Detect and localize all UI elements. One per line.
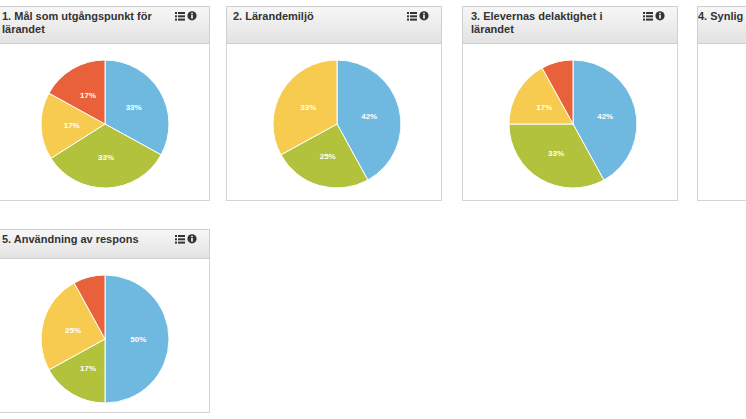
pie-labels: 50% 17% 25% <box>65 326 146 373</box>
chart-title: 2. Lärandemiljö <box>233 10 314 22</box>
info-icon-dot <box>659 13 661 15</box>
pie <box>41 275 169 403</box>
list-icon-bar <box>410 19 417 21</box>
panel-header <box>698 7 746 44</box>
chart-title: 5. Användning av respons <box>2 233 139 245</box>
pie-slice <box>273 60 337 155</box>
pie-slice <box>49 60 105 124</box>
list-icon-dot <box>175 235 177 237</box>
chart-panel: 5. Användning av respons 50% 17% 25% <box>0 230 210 413</box>
chart-title: 3. Elevernas delaktighet ilärandet <box>471 10 602 35</box>
chart-panel: 3. Elevernas delaktighet ilärandet 42% 33%… <box>463 7 678 201</box>
data-label: 17% <box>80 91 96 100</box>
pie-labels: 33% 33% 17% 17% <box>64 91 142 162</box>
info-icon-stem <box>423 15 425 19</box>
data-label: 17% <box>536 103 552 112</box>
pie <box>509 60 637 188</box>
pie-slice <box>542 60 573 124</box>
panel-header <box>227 7 442 44</box>
info-icon <box>187 234 196 243</box>
chart-panel: 2. Lärandemiljö 42% 25% 33% <box>227 7 442 201</box>
pie-labels: 42% 33% 17% <box>536 103 613 158</box>
panel-header <box>0 7 210 44</box>
chart-title: 1. Mål som utgångspunkt förlärandet <box>2 10 152 35</box>
list-icon-bar <box>178 238 185 240</box>
panel-icons[interactable] <box>643 11 665 20</box>
pie <box>41 60 169 188</box>
list-icon-bar <box>646 19 653 21</box>
chart-panel: 1. Mål som utgångspunkt förlärandet33%33… <box>0 7 210 201</box>
list-icon-bar <box>410 15 417 17</box>
panel-body <box>463 7 678 201</box>
list-icon-bar <box>646 15 653 17</box>
panel-icons[interactable] <box>175 11 197 20</box>
list-icon-dot <box>407 15 409 17</box>
panel-icons[interactable] <box>407 11 429 20</box>
list-icon-bar <box>178 19 185 21</box>
list-icon-bar <box>178 12 185 14</box>
panel-body <box>227 7 442 201</box>
info-icon-stem <box>191 15 193 19</box>
panel-body <box>0 7 210 201</box>
info-icon-stem <box>659 15 661 19</box>
panel-header <box>0 230 210 259</box>
list-icon-dot <box>407 19 409 21</box>
list-icon-bar <box>178 242 185 244</box>
info-icon-dot <box>191 236 193 238</box>
data-label: 25% <box>320 152 336 161</box>
list-icon-dot <box>643 19 645 21</box>
list-icon-dot <box>175 15 177 17</box>
panel-body <box>0 230 210 413</box>
list-icon-bar <box>410 12 417 14</box>
data-label: 17% <box>80 364 96 373</box>
list-icon-dot <box>643 12 645 14</box>
data-label: 50% <box>130 335 146 344</box>
info-icon <box>187 11 196 20</box>
info-icon-dot <box>423 13 425 15</box>
panel-body <box>698 7 746 201</box>
data-label: 17% <box>64 121 80 130</box>
data-label: 42% <box>597 112 613 121</box>
data-label: 42% <box>361 112 377 121</box>
chart-title: 4. Synlig <box>698 10 743 22</box>
list-icon-bar <box>646 12 653 14</box>
data-label: 33% <box>98 153 114 162</box>
list-icon-dot <box>175 19 177 21</box>
list-icon-dot <box>175 238 177 240</box>
data-label: 33% <box>548 149 564 158</box>
data-label: 33% <box>126 103 142 112</box>
pie-labels: 42% 25% 33% <box>300 103 377 161</box>
chart-panel: 4. Synlig <box>698 7 746 201</box>
info-icon <box>419 11 428 20</box>
list-icon-dot <box>407 12 409 14</box>
list-icon-bar <box>178 235 185 237</box>
info-icon-stem <box>191 238 193 242</box>
info-icon <box>655 11 664 20</box>
pie <box>273 60 401 188</box>
list-icon-dot <box>175 12 177 14</box>
data-label: 25% <box>65 326 81 335</box>
info-icon-dot <box>191 13 193 15</box>
pie-slice <box>105 275 169 403</box>
list-icon-dot <box>175 242 177 244</box>
list-icon-bar <box>178 15 185 17</box>
pie-slice <box>509 124 604 188</box>
panel-icons[interactable] <box>175 234 197 243</box>
chart-canvas: 1. Mål som utgångspunkt förlärandet33%33… <box>0 0 746 419</box>
panel-header <box>463 7 678 44</box>
data-label: 33% <box>300 103 316 112</box>
list-icon-dot <box>643 15 645 17</box>
